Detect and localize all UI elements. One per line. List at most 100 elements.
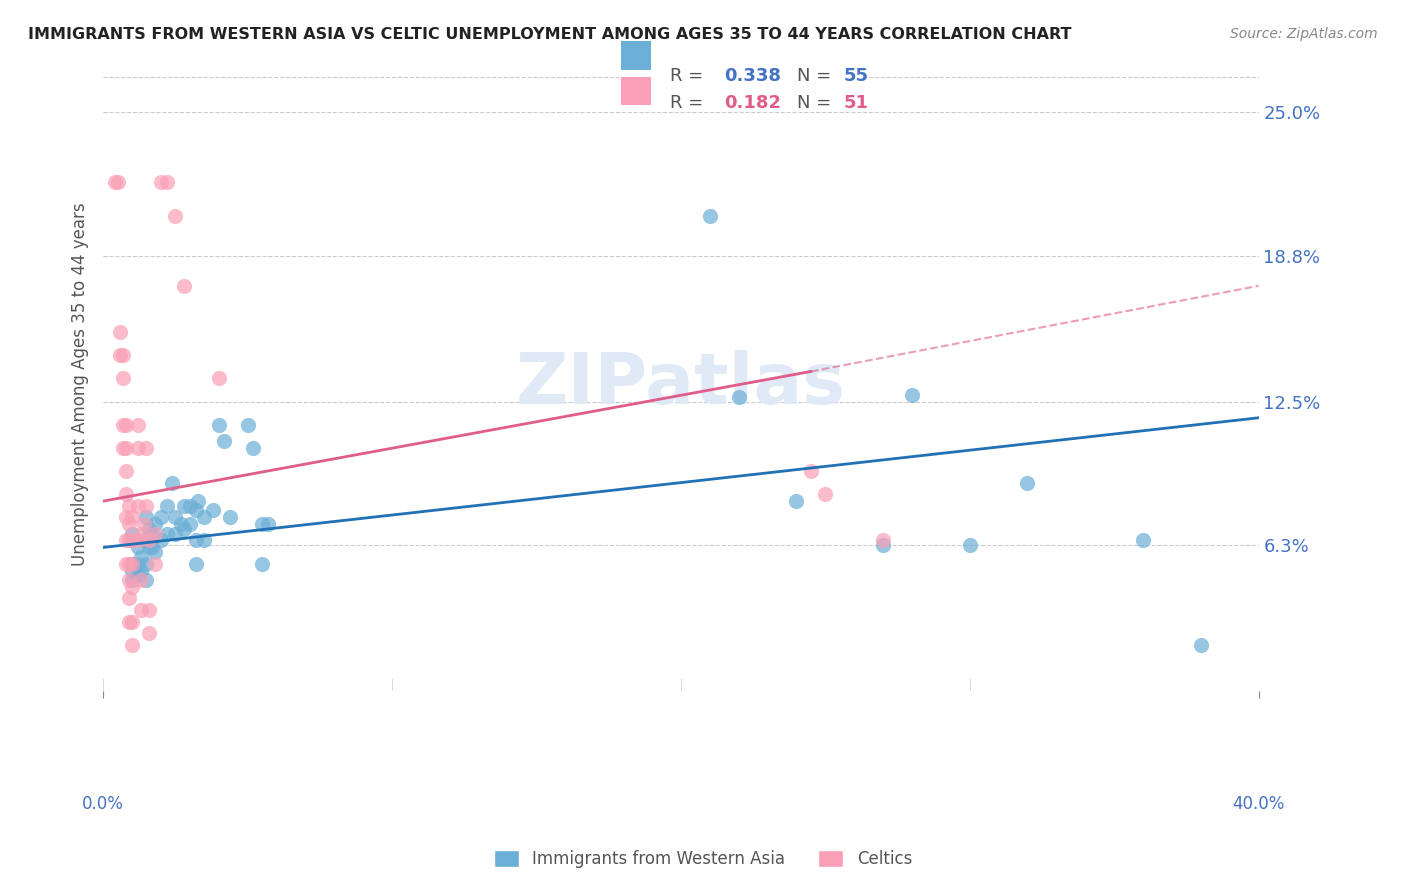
- Y-axis label: Unemployment Among Ages 35 to 44 years: Unemployment Among Ages 35 to 44 years: [72, 202, 89, 566]
- Text: IMMIGRANTS FROM WESTERN ASIA VS CELTIC UNEMPLOYMENT AMONG AGES 35 TO 44 YEARS CO: IMMIGRANTS FROM WESTERN ASIA VS CELTIC U…: [28, 27, 1071, 42]
- FancyBboxPatch shape: [613, 34, 869, 113]
- Point: [143, 557, 166, 571]
- Point: [121, 580, 143, 594]
- Point: [208, 417, 231, 432]
- Text: N =: N =: [797, 67, 831, 85]
- Point: [112, 371, 135, 385]
- Point: [1189, 638, 1212, 652]
- Point: [135, 557, 157, 571]
- Point: [118, 573, 141, 587]
- Point: [138, 522, 160, 536]
- Point: [129, 603, 152, 617]
- Point: [118, 517, 141, 532]
- Point: [156, 499, 179, 513]
- Point: [208, 371, 231, 385]
- Point: [173, 278, 195, 293]
- Point: [112, 417, 135, 432]
- Point: [872, 533, 894, 548]
- Point: [118, 557, 141, 571]
- Point: [129, 573, 152, 587]
- Point: [115, 557, 138, 571]
- Point: [149, 175, 172, 189]
- Point: [121, 573, 143, 587]
- Point: [135, 499, 157, 513]
- Point: [127, 441, 149, 455]
- Bar: [621, 77, 651, 105]
- Text: ZIPatlas: ZIPatlas: [516, 350, 846, 418]
- Point: [121, 526, 143, 541]
- Point: [107, 175, 129, 189]
- Point: [115, 510, 138, 524]
- Point: [143, 545, 166, 559]
- Point: [193, 510, 215, 524]
- Point: [179, 517, 201, 532]
- Point: [118, 591, 141, 606]
- Point: [121, 510, 143, 524]
- Point: [118, 615, 141, 629]
- Text: 0.338: 0.338: [724, 67, 782, 85]
- Point: [219, 510, 242, 524]
- Point: [127, 541, 149, 555]
- Point: [138, 533, 160, 548]
- Text: R =: R =: [669, 67, 703, 85]
- Point: [121, 638, 143, 652]
- Point: [121, 615, 143, 629]
- Point: [121, 557, 143, 571]
- Point: [187, 494, 209, 508]
- Point: [179, 499, 201, 513]
- Point: [184, 533, 207, 548]
- Point: [110, 348, 132, 362]
- Point: [699, 210, 721, 224]
- Point: [112, 348, 135, 362]
- Text: 0.182: 0.182: [724, 94, 782, 112]
- Point: [184, 503, 207, 517]
- Point: [115, 417, 138, 432]
- Point: [256, 517, 278, 532]
- Point: [129, 564, 152, 578]
- Point: [121, 557, 143, 571]
- Point: [242, 441, 264, 455]
- Point: [800, 464, 823, 478]
- Point: [118, 499, 141, 513]
- Point: [138, 603, 160, 617]
- Point: [214, 434, 236, 448]
- Point: [104, 175, 127, 189]
- Point: [135, 510, 157, 524]
- Text: R =: R =: [669, 94, 703, 112]
- Point: [165, 510, 187, 524]
- Point: [814, 487, 837, 501]
- Text: N =: N =: [797, 94, 831, 112]
- Point: [121, 533, 143, 548]
- Point: [129, 549, 152, 564]
- Point: [1132, 533, 1154, 548]
- Point: [785, 494, 807, 508]
- Text: 51: 51: [844, 94, 869, 112]
- Point: [115, 441, 138, 455]
- Point: [156, 526, 179, 541]
- Point: [250, 517, 273, 532]
- Point: [112, 441, 135, 455]
- Legend: Immigrants from Western Asia, Celtics: Immigrants from Western Asia, Celtics: [486, 843, 920, 875]
- Point: [959, 538, 981, 552]
- Point: [162, 475, 184, 490]
- Text: 40.0%: 40.0%: [1233, 795, 1285, 813]
- Point: [184, 557, 207, 571]
- Point: [115, 464, 138, 478]
- Point: [138, 626, 160, 640]
- Point: [115, 533, 138, 548]
- Point: [250, 557, 273, 571]
- Point: [115, 487, 138, 501]
- Point: [135, 533, 157, 548]
- Point: [127, 417, 149, 432]
- Point: [727, 390, 749, 404]
- Text: 55: 55: [844, 67, 869, 85]
- Point: [135, 441, 157, 455]
- Point: [127, 499, 149, 513]
- Point: [170, 517, 193, 532]
- Point: [173, 499, 195, 513]
- Point: [201, 503, 224, 517]
- Text: 0.0%: 0.0%: [82, 795, 124, 813]
- Point: [135, 573, 157, 587]
- Point: [141, 541, 163, 555]
- Point: [121, 564, 143, 578]
